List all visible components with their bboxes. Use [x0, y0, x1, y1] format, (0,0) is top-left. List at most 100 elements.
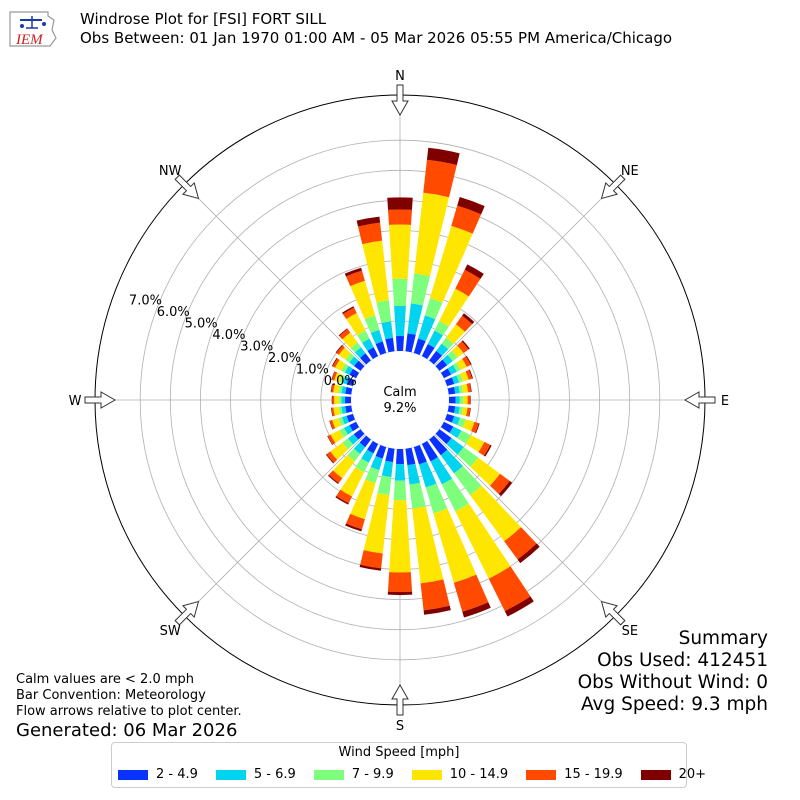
wind-bar-segment	[356, 216, 381, 227]
wind-bar-segment	[490, 473, 510, 495]
legend-label: 5 - 6.9	[253, 767, 296, 782]
wind-bar-segment	[468, 369, 474, 379]
wind-bar-segment	[395, 448, 405, 465]
legend-item: 15 - 19.9	[526, 767, 623, 782]
wind-bar-segment	[440, 368, 452, 379]
legend-swatch	[411, 769, 442, 780]
wind-bar-segment	[329, 419, 336, 430]
wind-bar-segment	[426, 147, 460, 166]
flow-arrow-shape	[174, 174, 200, 200]
wind-bar-segment	[488, 566, 531, 612]
wind-bar-segment	[330, 407, 334, 417]
legend-item: 2 - 4.9	[118, 767, 198, 782]
wind-bar-segment	[381, 460, 394, 478]
wind-bar-segment	[349, 421, 360, 432]
wind-bar-segment	[460, 371, 469, 382]
wind-bar-segment	[341, 406, 347, 414]
wind-bar-segment	[429, 350, 443, 365]
wind-bar-segment	[454, 385, 460, 394]
calm-value: 9.2%	[383, 401, 416, 416]
wind-bar-segment	[341, 386, 347, 394]
wind-bar-segment	[342, 306, 355, 315]
chart-title: Windrose Plot for [FSI] FORT SILL Obs Be…	[80, 10, 672, 48]
wind-bar-segment	[469, 395, 471, 405]
wind-bar-segment	[364, 315, 380, 334]
wind-bar-segment	[464, 264, 484, 279]
wind-bar-segment	[461, 383, 469, 393]
wind-bar-segment	[341, 396, 346, 404]
wind-bar-segment	[330, 430, 344, 443]
wind-bar-segment	[339, 374, 346, 384]
wind-bar-segment	[377, 475, 392, 496]
flow-arrow-icon	[391, 683, 409, 716]
compass-label: NW	[159, 164, 182, 179]
wind-bar-segment	[347, 434, 359, 445]
wind-bar-segment	[361, 449, 374, 463]
wind-bar-segment	[332, 358, 340, 368]
wind-bar-segment	[331, 407, 335, 417]
wind-bar-segment	[467, 395, 471, 405]
wind-bar-segment	[394, 305, 406, 337]
wind-bar-segment	[328, 470, 343, 484]
wind-bar-segment	[385, 337, 395, 353]
wind-bar-segment	[425, 483, 448, 514]
wind-bar-segment	[405, 333, 416, 353]
wind-bar-segment	[456, 373, 463, 383]
generated-date: Generated: 06 Mar 2026	[16, 720, 238, 741]
wind-bar-segment	[447, 405, 456, 414]
legend-swatch	[313, 769, 344, 780]
legend-title: Wind Speed [mph]	[338, 745, 460, 760]
flow-arrow-shape	[174, 600, 200, 626]
wind-bar-segment	[331, 371, 335, 380]
compass-label: SE	[622, 624, 638, 639]
grid-spoke	[434, 184, 616, 366]
wind-bar-segment	[332, 395, 335, 405]
wind-bar-segment	[459, 396, 464, 404]
wind-bar-segment	[342, 332, 358, 349]
wind-bar-segment	[405, 447, 416, 466]
wind-bar-segment	[435, 359, 448, 371]
radial-tick-label: 2.0%	[268, 351, 301, 366]
bar-convention-note: Bar Convention: Meteorology	[16, 688, 206, 703]
wind-bar-segment	[347, 448, 361, 462]
wind-bar-segment	[429, 435, 448, 456]
wind-bar-segment	[350, 342, 362, 353]
wind-bar-segment	[444, 413, 455, 423]
wind-bar-segment	[334, 395, 340, 405]
wind-bar-segment	[468, 407, 471, 417]
legend-label: 2 - 4.9	[156, 767, 198, 782]
wind-bar-segment	[458, 385, 464, 394]
wind-bar-segment	[447, 386, 456, 395]
wind-bar-segment	[330, 442, 349, 460]
wind-bar-segment	[420, 579, 450, 611]
compass-label: SW	[160, 624, 181, 639]
wind-bar-segment	[440, 449, 463, 474]
wind-bar-segment	[338, 406, 343, 415]
wind-bar-segment	[341, 363, 349, 373]
wind-bar-segment	[335, 359, 346, 371]
wind-bar-segment	[465, 369, 473, 380]
wind-bar-segment	[359, 564, 382, 571]
wind-bar-segment	[442, 354, 453, 366]
wind-bar-segment	[393, 480, 407, 501]
wind-bar-segment	[339, 427, 348, 438]
wind-bar-segment	[326, 451, 338, 463]
wind-bar-segment	[344, 365, 353, 375]
wind-bar-segment	[462, 602, 491, 618]
compass-label: W	[69, 394, 82, 409]
wind-bar-segment	[387, 591, 413, 596]
wind-bar-segment	[455, 503, 511, 579]
calm-note: Calm values are < 2.0 mph	[16, 672, 195, 687]
legend-item: 7 - 9.9	[313, 767, 394, 782]
wind-bar-segment	[413, 338, 426, 356]
flow-arrow-icon	[174, 600, 200, 626]
wind-bar-segment	[435, 429, 452, 445]
calm-circle	[351, 351, 449, 449]
wind-bar-segment	[376, 300, 392, 324]
wind-bar-segment	[449, 426, 462, 438]
summary-avg-speed: Avg Speed: 9.3 mph	[580, 694, 768, 715]
radial-tick-label: 1.0%	[296, 363, 329, 378]
wind-bar-segment	[454, 466, 482, 496]
wind-bar-segment	[423, 605, 451, 615]
grid-spoke	[184, 184, 366, 366]
